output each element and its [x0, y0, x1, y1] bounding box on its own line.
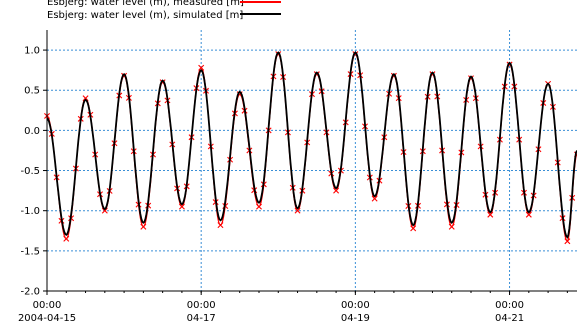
measured-marker: [101, 207, 108, 214]
y-tick-label: -2.0: [20, 287, 40, 298]
y-tick-label: -0.5: [20, 166, 40, 177]
y-axis: 1.0 0.5 0.0 -0.5 -1.0 -1.5 -2.0: [20, 46, 47, 298]
measured-marker: [294, 207, 301, 214]
measured-marker: [63, 235, 70, 242]
measured-marker: [410, 225, 417, 232]
x-tick-time: 00:00: [33, 300, 62, 311]
y-tick-label: 0.5: [24, 86, 40, 97]
legend: Esbjerg: water level (m), measured [m] E…: [47, 0, 281, 21]
legend-label-simulated: Esbjerg: water level (m), simulated [m]: [47, 10, 243, 21]
x-tick-date: 04-19: [341, 313, 370, 324]
measured-marker: [198, 64, 205, 71]
measured-marker: [487, 211, 494, 218]
x-tick-date: 04-21: [495, 313, 524, 324]
measured-marker: [217, 222, 224, 229]
measured-marker: [140, 223, 147, 230]
y-tick-label: 1.0: [24, 46, 40, 57]
measured-marker: [448, 223, 455, 230]
measured-marker: [333, 187, 340, 194]
x-tick-time: 00:00: [187, 300, 216, 311]
series-line-simulated: [46, 51, 577, 239]
measured-marker: [178, 203, 185, 210]
x-tick-time: 00:00: [341, 300, 370, 311]
x-axis: 00:00 2004-04-15 00:00 04-17 00:00 04-19 00:00…: [18, 291, 568, 324]
y-tick-label: 0.0: [24, 126, 40, 137]
series-simulated: [46, 51, 577, 239]
y-tick-label: -1.0: [20, 206, 40, 217]
measured-marker: [256, 203, 262, 210]
x-tick-date: 2004-04-15: [18, 313, 76, 324]
x-tick-date: 04-17: [187, 313, 216, 324]
y-tick-label: -1.5: [20, 246, 40, 257]
axes: [46, 30, 577, 292]
legend-label-measured: Esbjerg: water level (m), measured [m]: [47, 0, 244, 8]
measured-marker: [525, 211, 532, 218]
series-measured: [44, 51, 577, 245]
measured-marker: [371, 195, 378, 202]
measured-marker: [564, 238, 571, 245]
x-tick-time: 00:00: [495, 300, 524, 311]
